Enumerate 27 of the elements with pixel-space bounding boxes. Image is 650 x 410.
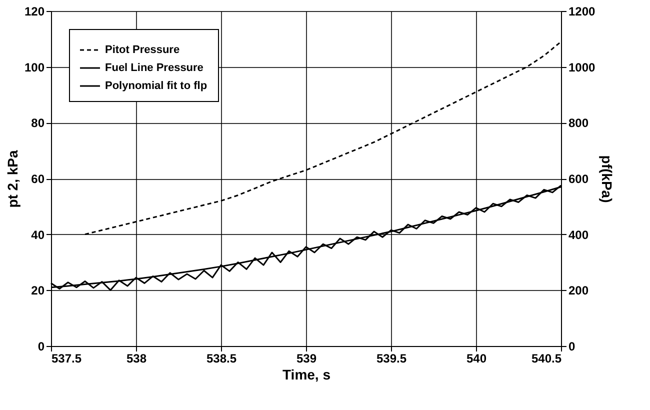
y2-tick-label: 1200	[568, 4, 596, 18]
y-tick-label: 0	[38, 340, 45, 354]
legend-label: Pitot Pressure	[105, 44, 180, 56]
y-tick-label: 100	[24, 60, 45, 74]
legend-label: Fuel Line Pressure	[105, 62, 204, 74]
y2-axis-title: pf(kPa)	[599, 155, 616, 203]
x-tick-label: 540	[466, 352, 487, 366]
x-tick-label: 538.5	[206, 352, 237, 366]
y-axis-title: pt 2, kPa	[4, 150, 20, 208]
y2-tick-label: 800	[568, 116, 589, 130]
y2-tick-label: 600	[568, 172, 589, 186]
y2-tick-label: 1000	[568, 60, 596, 74]
legend-label: Polynomial fit to flp	[105, 80, 208, 92]
y-tick-label: 20	[31, 284, 45, 298]
x-tick-label: 539.5	[376, 352, 407, 366]
y2-tick-label: 200	[568, 284, 589, 298]
y2-tick-label: 0	[568, 340, 576, 354]
x-tick-label: 539	[296, 352, 317, 366]
x-tick-label: 540.5	[531, 352, 562, 366]
x-tick-label: 538	[126, 352, 147, 366]
y-tick-label: 120	[24, 4, 45, 18]
x-axis-title: Time, s	[282, 366, 331, 382]
y-tick-label: 80	[31, 116, 45, 130]
y2-tick-label: 400	[568, 228, 589, 242]
y-tick-label: 40	[31, 228, 45, 242]
y-tick-label: 60	[31, 172, 45, 186]
x-tick-label: 537.5	[52, 352, 82, 366]
